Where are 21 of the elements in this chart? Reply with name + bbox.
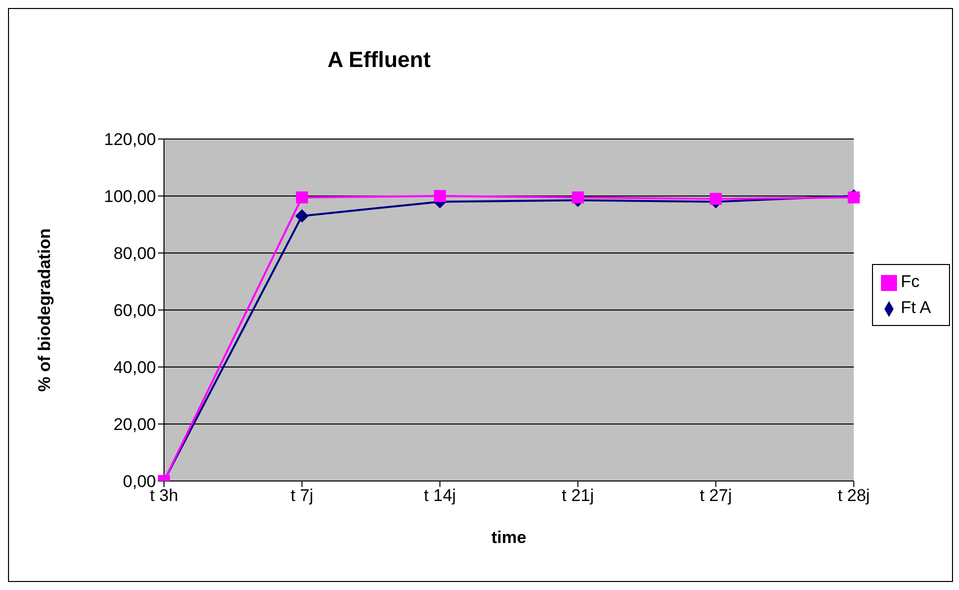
- legend-label: Fc: [900, 272, 920, 291]
- y-tick-label: 40,00: [113, 358, 156, 378]
- y-tick-label: 60,00: [113, 301, 156, 320]
- y-axis-title: % of biodegradation: [35, 228, 54, 392]
- legend-label: Ft A: [900, 298, 931, 317]
- point: [710, 192, 722, 205]
- point: [295, 209, 308, 222]
- chart-title: A Effluent: [326, 47, 432, 73]
- y-tick-label: 80,00: [113, 244, 156, 264]
- x-tick-label: t 21j: [562, 486, 594, 506]
- x-tick-label: t 28j: [838, 486, 870, 506]
- x-tick-label: t 27j: [700, 486, 732, 506]
- y-tick-label: 100,00: [104, 187, 156, 206]
- x-tick-label: t 14j: [424, 486, 456, 506]
- point: [296, 191, 308, 204]
- point: [572, 191, 584, 204]
- point: [434, 190, 446, 202]
- y-tick-label: 20,00: [113, 415, 156, 434]
- y-tick-label: 120,00: [104, 130, 156, 150]
- x-axis-title: time: [491, 528, 526, 547]
- x-tick-label: t 7j: [290, 486, 314, 506]
